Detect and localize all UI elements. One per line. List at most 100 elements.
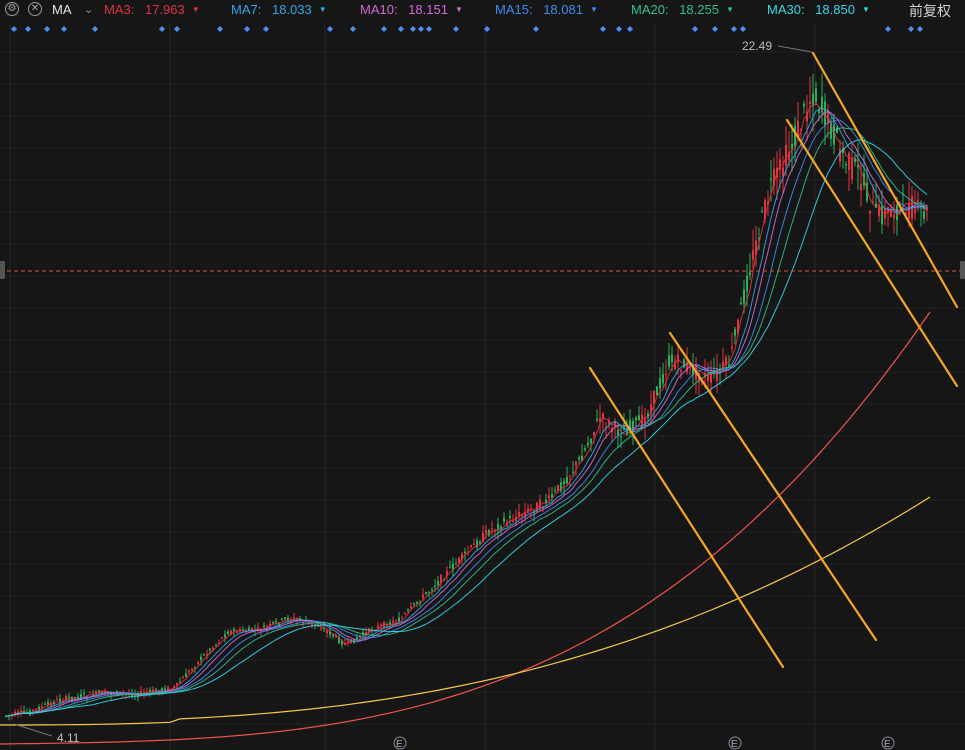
signal-marker [44, 26, 50, 32]
signal-marker [92, 26, 98, 32]
candle-body [47, 702, 49, 705]
candle-body [398, 617, 400, 623]
candle-body [833, 124, 835, 145]
candle-body [179, 682, 181, 684]
candle-body [320, 628, 322, 630]
candle-body [749, 272, 751, 276]
ma10-readout[interactable]: MA10: 18.151 ▼ [360, 2, 463, 17]
close-icon[interactable]: ✕ [28, 2, 42, 16]
ma3-readout[interactable]: MA3: 17.963 ▼ [104, 2, 200, 17]
ma20-readout[interactable]: MA20: 18.255 ▼ [631, 2, 734, 17]
indicator-toolbar: ⚙ ✕ MA ⌄ MA3: 17.963 ▼ MA7: 18.033 ▼ MA10:… [0, 0, 965, 20]
candle-body [293, 617, 295, 619]
signal-marker [600, 26, 606, 32]
candle-body [284, 617, 286, 619]
candle-body [740, 302, 742, 305]
candle-body [263, 625, 265, 628]
candle-body [659, 378, 661, 389]
candle-body [188, 670, 190, 673]
candle-body [251, 628, 253, 632]
signal-marker [616, 26, 622, 32]
ma-line [5, 139, 928, 717]
long-ma-lines [0, 311, 931, 745]
event-marker-label: E [884, 739, 891, 750]
ma-long-line [0, 311, 931, 745]
candle-body [437, 581, 439, 585]
event-marker[interactable]: E [393, 736, 407, 750]
candle-body [98, 690, 100, 693]
candles [5, 73, 928, 721]
candle-body [764, 200, 766, 219]
candle-body [89, 691, 91, 693]
signal-marker [453, 26, 459, 32]
candle-body [737, 320, 739, 334]
candle-body [575, 461, 577, 466]
signal-marker [11, 26, 17, 32]
candle-body [182, 677, 184, 679]
signal-marker [350, 26, 356, 32]
candle-body [68, 696, 70, 698]
ma-line [5, 106, 928, 717]
candle-body [803, 103, 805, 107]
candle-body [521, 514, 523, 517]
candle-body [917, 199, 919, 201]
event-marker[interactable]: E [728, 736, 742, 750]
candle-body [743, 289, 745, 304]
ma15-readout[interactable]: MA15: 18.081 ▼ [495, 2, 598, 17]
candle-body [470, 545, 472, 548]
candle-body [773, 169, 775, 187]
gear-icon[interactable]: ⚙ [5, 2, 19, 16]
candle-body [677, 354, 679, 362]
candle-body [527, 508, 529, 513]
ma7-readout[interactable]: MA7: 18.033 ▼ [231, 2, 327, 17]
event-marker[interactable]: E [881, 736, 895, 750]
candle-body [368, 628, 370, 633]
candle-body [587, 442, 589, 446]
signal-marker [484, 26, 490, 32]
signal-marker [61, 26, 67, 32]
candle-body [881, 205, 883, 225]
ma3-label: MA3: [104, 2, 135, 17]
candle-body [746, 275, 748, 292]
candle-body [707, 374, 709, 382]
chevron-down-icon[interactable]: ⌄ [84, 4, 94, 16]
candle-body [878, 205, 880, 217]
ma30-label: MA30: [767, 2, 805, 17]
candle-body [572, 471, 574, 473]
candle-body [872, 201, 874, 203]
candle-body [884, 208, 886, 219]
candle-body [32, 709, 34, 712]
candle-body [620, 436, 622, 438]
price-adjust-toggle[interactable]: 前复权 [909, 3, 951, 19]
candle-body [461, 553, 463, 560]
candle-body [755, 240, 757, 255]
candle-body [221, 637, 223, 639]
candle-body [860, 184, 862, 191]
candle-body [632, 421, 634, 433]
candle-body [641, 414, 643, 428]
candle-body [491, 528, 493, 530]
candle-body [53, 702, 55, 705]
candle-body [380, 624, 382, 626]
candle-body [395, 622, 397, 624]
candle-body [569, 475, 571, 477]
ma30-readout[interactable]: MA30: 18.850 ▼ [767, 2, 870, 17]
candle-body [341, 640, 343, 645]
price-line-handle-right[interactable] [960, 261, 965, 279]
candle-body [281, 618, 283, 620]
dropdown-triangle-icon: ▼ [318, 5, 327, 14]
price-line-handle-left[interactable] [0, 261, 5, 279]
signal-marker [410, 26, 416, 32]
candle-body [668, 355, 670, 367]
candle-body [671, 354, 673, 363]
ma-line [5, 126, 928, 717]
signal-marker [917, 26, 923, 32]
candle-body [44, 703, 46, 705]
candle-body [356, 636, 358, 639]
candle-body [266, 626, 268, 628]
candle-body [446, 571, 448, 576]
candle-body [665, 373, 667, 376]
candle-body [464, 551, 466, 554]
candle-body [59, 698, 61, 702]
